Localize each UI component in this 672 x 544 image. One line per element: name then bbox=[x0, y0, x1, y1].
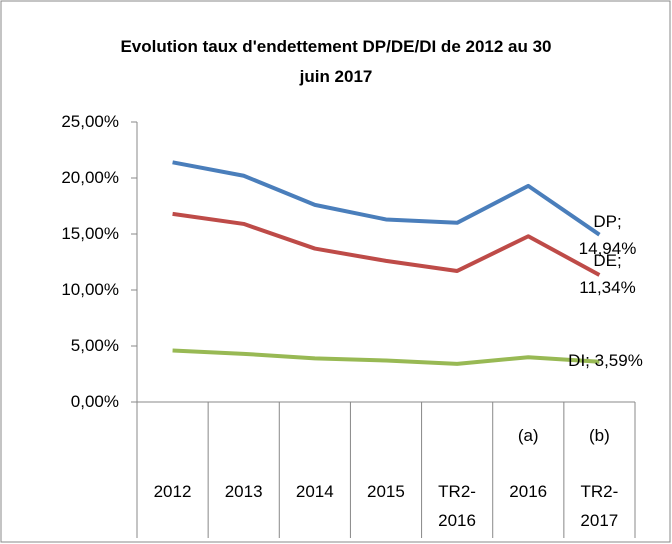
y-tick-label: 15,00% bbox=[61, 224, 119, 243]
x-tick-label: TR2-2016 bbox=[438, 482, 476, 530]
x-tick-label: 2013 bbox=[224, 482, 263, 501]
series-line bbox=[172, 348, 600, 366]
x-tick-label: TR2-2017 bbox=[580, 482, 619, 530]
x-tick-label: 2012 bbox=[153, 482, 192, 501]
x-tick-label: 2016 bbox=[509, 482, 548, 501]
series-line bbox=[172, 160, 601, 237]
data-label: DP; 14,94% bbox=[578, 212, 637, 258]
series-line bbox=[172, 211, 601, 277]
x-tick-label: 2015 bbox=[367, 482, 405, 501]
y-tick-label: 25,00% bbox=[61, 112, 119, 131]
annotation: (b) bbox=[588, 426, 610, 445]
y-tick-label: 20,00% bbox=[61, 168, 119, 187]
data-label: DE; 11,34% bbox=[579, 251, 636, 297]
annotation: (a) bbox=[517, 426, 539, 445]
y-tick-label: 5,00% bbox=[70, 336, 119, 355]
y-tick-label: 0,00% bbox=[70, 392, 119, 411]
x-tick-label: 2014 bbox=[295, 482, 334, 501]
chart-title: Evolution taux d'endettement DP/DE/DI de… bbox=[120, 37, 552, 86]
data-label: DI; 3,59% bbox=[568, 351, 643, 370]
y-tick-label: 10,00% bbox=[61, 280, 119, 299]
